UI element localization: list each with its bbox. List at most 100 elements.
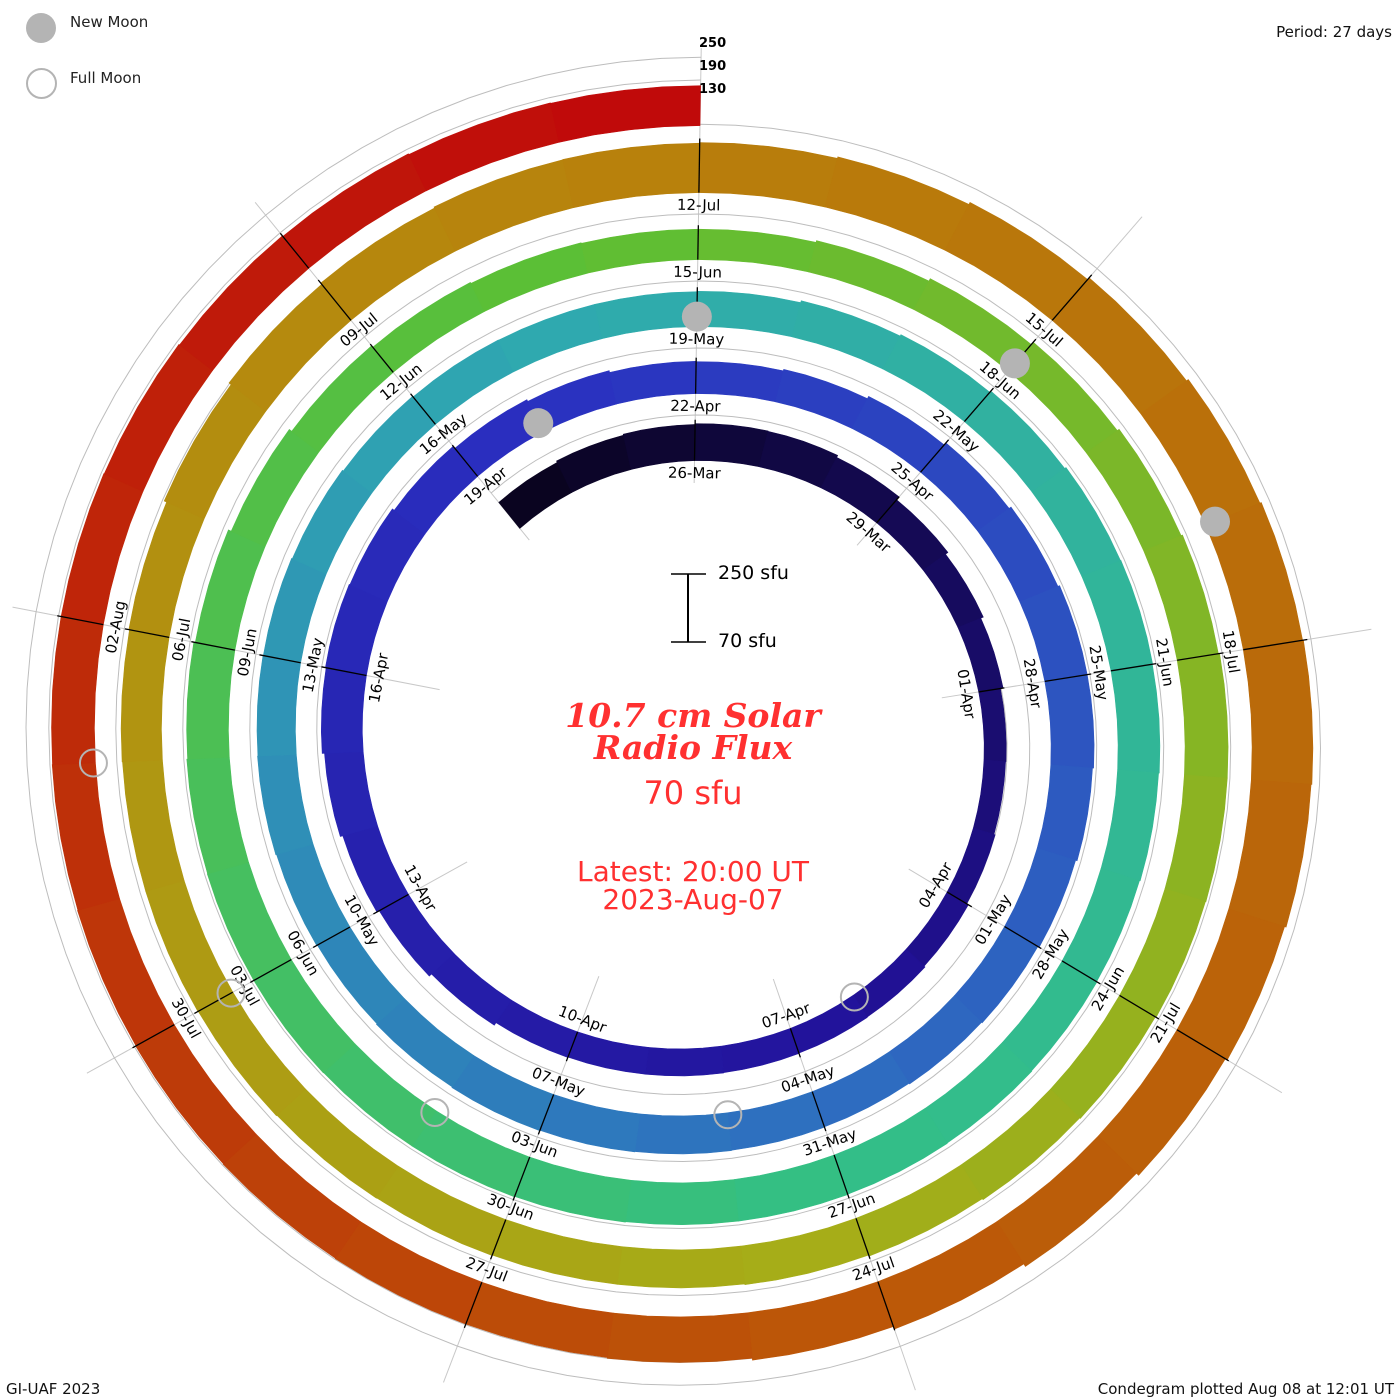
full-moon-marker (78, 748, 108, 778)
bar-divider (1177, 652, 1224, 661)
bar-divider (132, 1024, 175, 1049)
full-moon-marker (839, 982, 869, 1012)
flux-bar (77, 898, 175, 1047)
level-label-190: 190 (699, 59, 727, 74)
period-label: Period: 27 days (1276, 23, 1392, 41)
flux-bar (454, 399, 543, 477)
bar-divider (855, 1218, 871, 1259)
flux-bar (411, 1110, 531, 1198)
date-label: 12-Jul (677, 196, 721, 215)
flux-bar (634, 1112, 732, 1155)
bar-divider (410, 393, 436, 425)
new-moon-marker (999, 348, 1030, 379)
flux-bar (695, 361, 784, 403)
flux-bar (747, 1281, 894, 1361)
bar-dividers (57, 138, 1308, 1331)
flux-bar (791, 300, 901, 370)
flux-bar (128, 501, 205, 638)
new-moon-marker (1200, 506, 1231, 537)
flux-bar (222, 1133, 361, 1259)
bar-divider (321, 666, 367, 677)
flux-bar (451, 1055, 554, 1132)
flux-bar (622, 424, 696, 470)
scale-bar (671, 573, 706, 643)
bar-divider (1004, 925, 1042, 950)
plotted-timestamp: Condegram plotted Aug 08 at 12:01 UT (1097, 1380, 1394, 1398)
flux-bar (230, 428, 320, 547)
flux-bar (316, 926, 405, 1025)
new-moon-legend-label: New Moon (70, 13, 149, 31)
flux-bar (282, 153, 427, 269)
bar-divider (194, 991, 234, 1015)
flux-bar (412, 339, 514, 425)
bar-divider (811, 1091, 827, 1132)
chart-title-line2: Radio Flux (593, 728, 793, 767)
flux-bar (349, 508, 426, 602)
flux-bar (833, 1107, 948, 1195)
bar-divider (978, 687, 1005, 693)
bar-divider (317, 279, 352, 321)
full-moon-legend-icon (26, 68, 57, 99)
bar-divider (1176, 1029, 1230, 1062)
flux-bar (876, 499, 949, 571)
bar-divider (697, 225, 700, 260)
level-label-130: 130 (699, 82, 727, 97)
bar-divider (565, 1031, 579, 1062)
flux-bar (470, 242, 589, 312)
flux-bar (1242, 639, 1314, 785)
bar-divider (694, 357, 697, 394)
flux-bar (922, 553, 984, 628)
flux-bar (1036, 764, 1093, 862)
flux-bar (625, 1179, 739, 1226)
flux-bar (408, 102, 560, 192)
flux-bar (1164, 774, 1228, 903)
flux-bars (51, 85, 1314, 1363)
flux-bar (1100, 769, 1159, 882)
credit-label: GI-UAF 2023 (6, 1380, 101, 1398)
date-label: 06-Jul (168, 617, 194, 663)
level-label-250: 250 (699, 36, 727, 51)
bar-divider (1044, 673, 1092, 683)
flux-bar (60, 473, 144, 626)
baseline-label: 70 sfu (643, 774, 743, 812)
full-moon-marker (420, 1097, 450, 1127)
bar-divider (373, 893, 409, 915)
flux-bar (644, 1045, 724, 1077)
flux-bar (491, 1219, 623, 1285)
bar-divider (1051, 274, 1093, 321)
bar-divider (833, 1154, 850, 1199)
date-label: 18-Jul (1219, 629, 1244, 675)
bar-divider (1061, 960, 1101, 985)
bar-divider (877, 1281, 896, 1331)
flux-bar (431, 953, 512, 1026)
flux-bar (775, 369, 868, 429)
flux-bar (978, 688, 1007, 762)
bar-divider (249, 959, 292, 983)
new-moon-marker (523, 408, 554, 439)
flux-bar (616, 1245, 746, 1289)
bar-divider (369, 343, 394, 373)
bar-divider (920, 439, 950, 473)
bar-divider (124, 628, 170, 639)
flux-bar (758, 431, 839, 489)
flux-bar (206, 862, 292, 981)
bar-divider (512, 1156, 531, 1201)
bar-divider (451, 444, 479, 477)
scale-top-label: 250 sfu (718, 562, 789, 584)
flux-bar (1049, 994, 1156, 1119)
flux-bar (257, 754, 314, 856)
flux-bar (325, 583, 388, 676)
bar-divider (693, 419, 696, 461)
flux-bar (497, 304, 603, 373)
bar-divider (1119, 994, 1160, 1020)
bar-divider (876, 496, 900, 524)
flux-bar (1110, 663, 1161, 774)
flux-bar (824, 156, 970, 251)
bar-divider (1110, 662, 1157, 672)
date-label: 15-Jun (673, 263, 722, 282)
bar-divider (698, 138, 701, 193)
flux-bar (291, 469, 373, 575)
flux-bar (740, 1217, 870, 1286)
flux-bar (1097, 1029, 1226, 1176)
